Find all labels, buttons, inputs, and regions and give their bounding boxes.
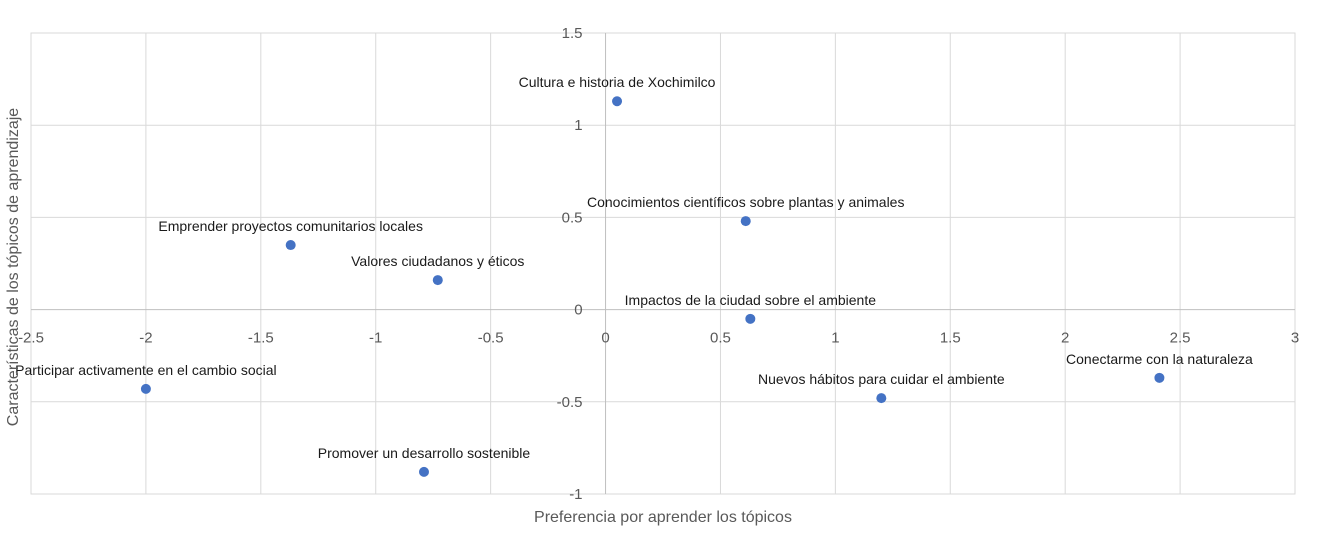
data-point-label: Conectarme con la naturaleza	[1066, 351, 1253, 367]
axes	[31, 33, 1295, 494]
x-tick-label: -2	[139, 330, 152, 347]
plot-border	[30, 32, 1296, 495]
data-point	[876, 393, 887, 404]
y-tick-label: 0	[574, 302, 582, 319]
gridlines	[30, 32, 1296, 495]
x-tick-label: 0	[601, 330, 609, 347]
data-point-label: Promover un desarrollo sostenible	[318, 445, 531, 461]
tick-labels: -2.5 -2 -1.5 -1 -0.5 0 0.5 1 1.5 2 2.5 3 1.5 1 0.5 0 -0.…	[18, 25, 1299, 503]
data-point	[418, 466, 429, 477]
x-tick-label: -1	[369, 330, 382, 347]
y-tick-label: 1.5	[562, 25, 583, 42]
y-tick-label: -0.5	[557, 394, 583, 411]
y-tick-label: -1	[569, 486, 582, 503]
data-point-label: Conocimientos científicos sobre plantas …	[587, 194, 905, 210]
x-tick-label: -2.5	[18, 330, 44, 347]
data-point-label: Cultura e historia de Xochimilco	[519, 74, 716, 90]
x-tick-label: 1.5	[940, 330, 961, 347]
x-tick-label: -0.5	[478, 330, 504, 347]
data-point-label: Valores ciudadanos y éticos	[351, 253, 524, 269]
y-tick-label: 0.5	[562, 209, 583, 226]
x-tick-label: 3	[1291, 330, 1299, 347]
data-point	[1154, 372, 1165, 383]
x-tick-label: 2.5	[1170, 330, 1191, 347]
data-point	[612, 96, 623, 107]
data-labels: Cultura e historia de Xochimilco Conocimi…	[15, 74, 1253, 461]
x-tick-label: 0.5	[710, 330, 731, 347]
data-point	[285, 240, 296, 251]
data-point	[745, 313, 756, 324]
data-point	[740, 216, 751, 227]
x-tick-label: -1.5	[248, 330, 274, 347]
x-axis-title: Preferencia por aprender los tópicos	[534, 509, 792, 526]
data-point-label: Participar activamente en el cambio soci…	[15, 362, 276, 378]
y-tick-label: 1	[574, 117, 582, 134]
data-point	[432, 275, 443, 286]
data-point-label: Impactos de la ciudad sobre el ambiente	[625, 292, 877, 308]
x-tick-label: 1	[831, 330, 839, 347]
x-tick-label: 2	[1061, 330, 1069, 347]
data-point	[140, 383, 151, 394]
y-axis-title: Características de los tópicos de aprend…	[5, 108, 22, 426]
data-point-label: Nuevos hábitos para cuidar el ambiente	[758, 371, 1005, 387]
data-point-label: Emprender proyectos comunitarios locales	[158, 218, 423, 234]
data-points	[140, 96, 1165, 477]
